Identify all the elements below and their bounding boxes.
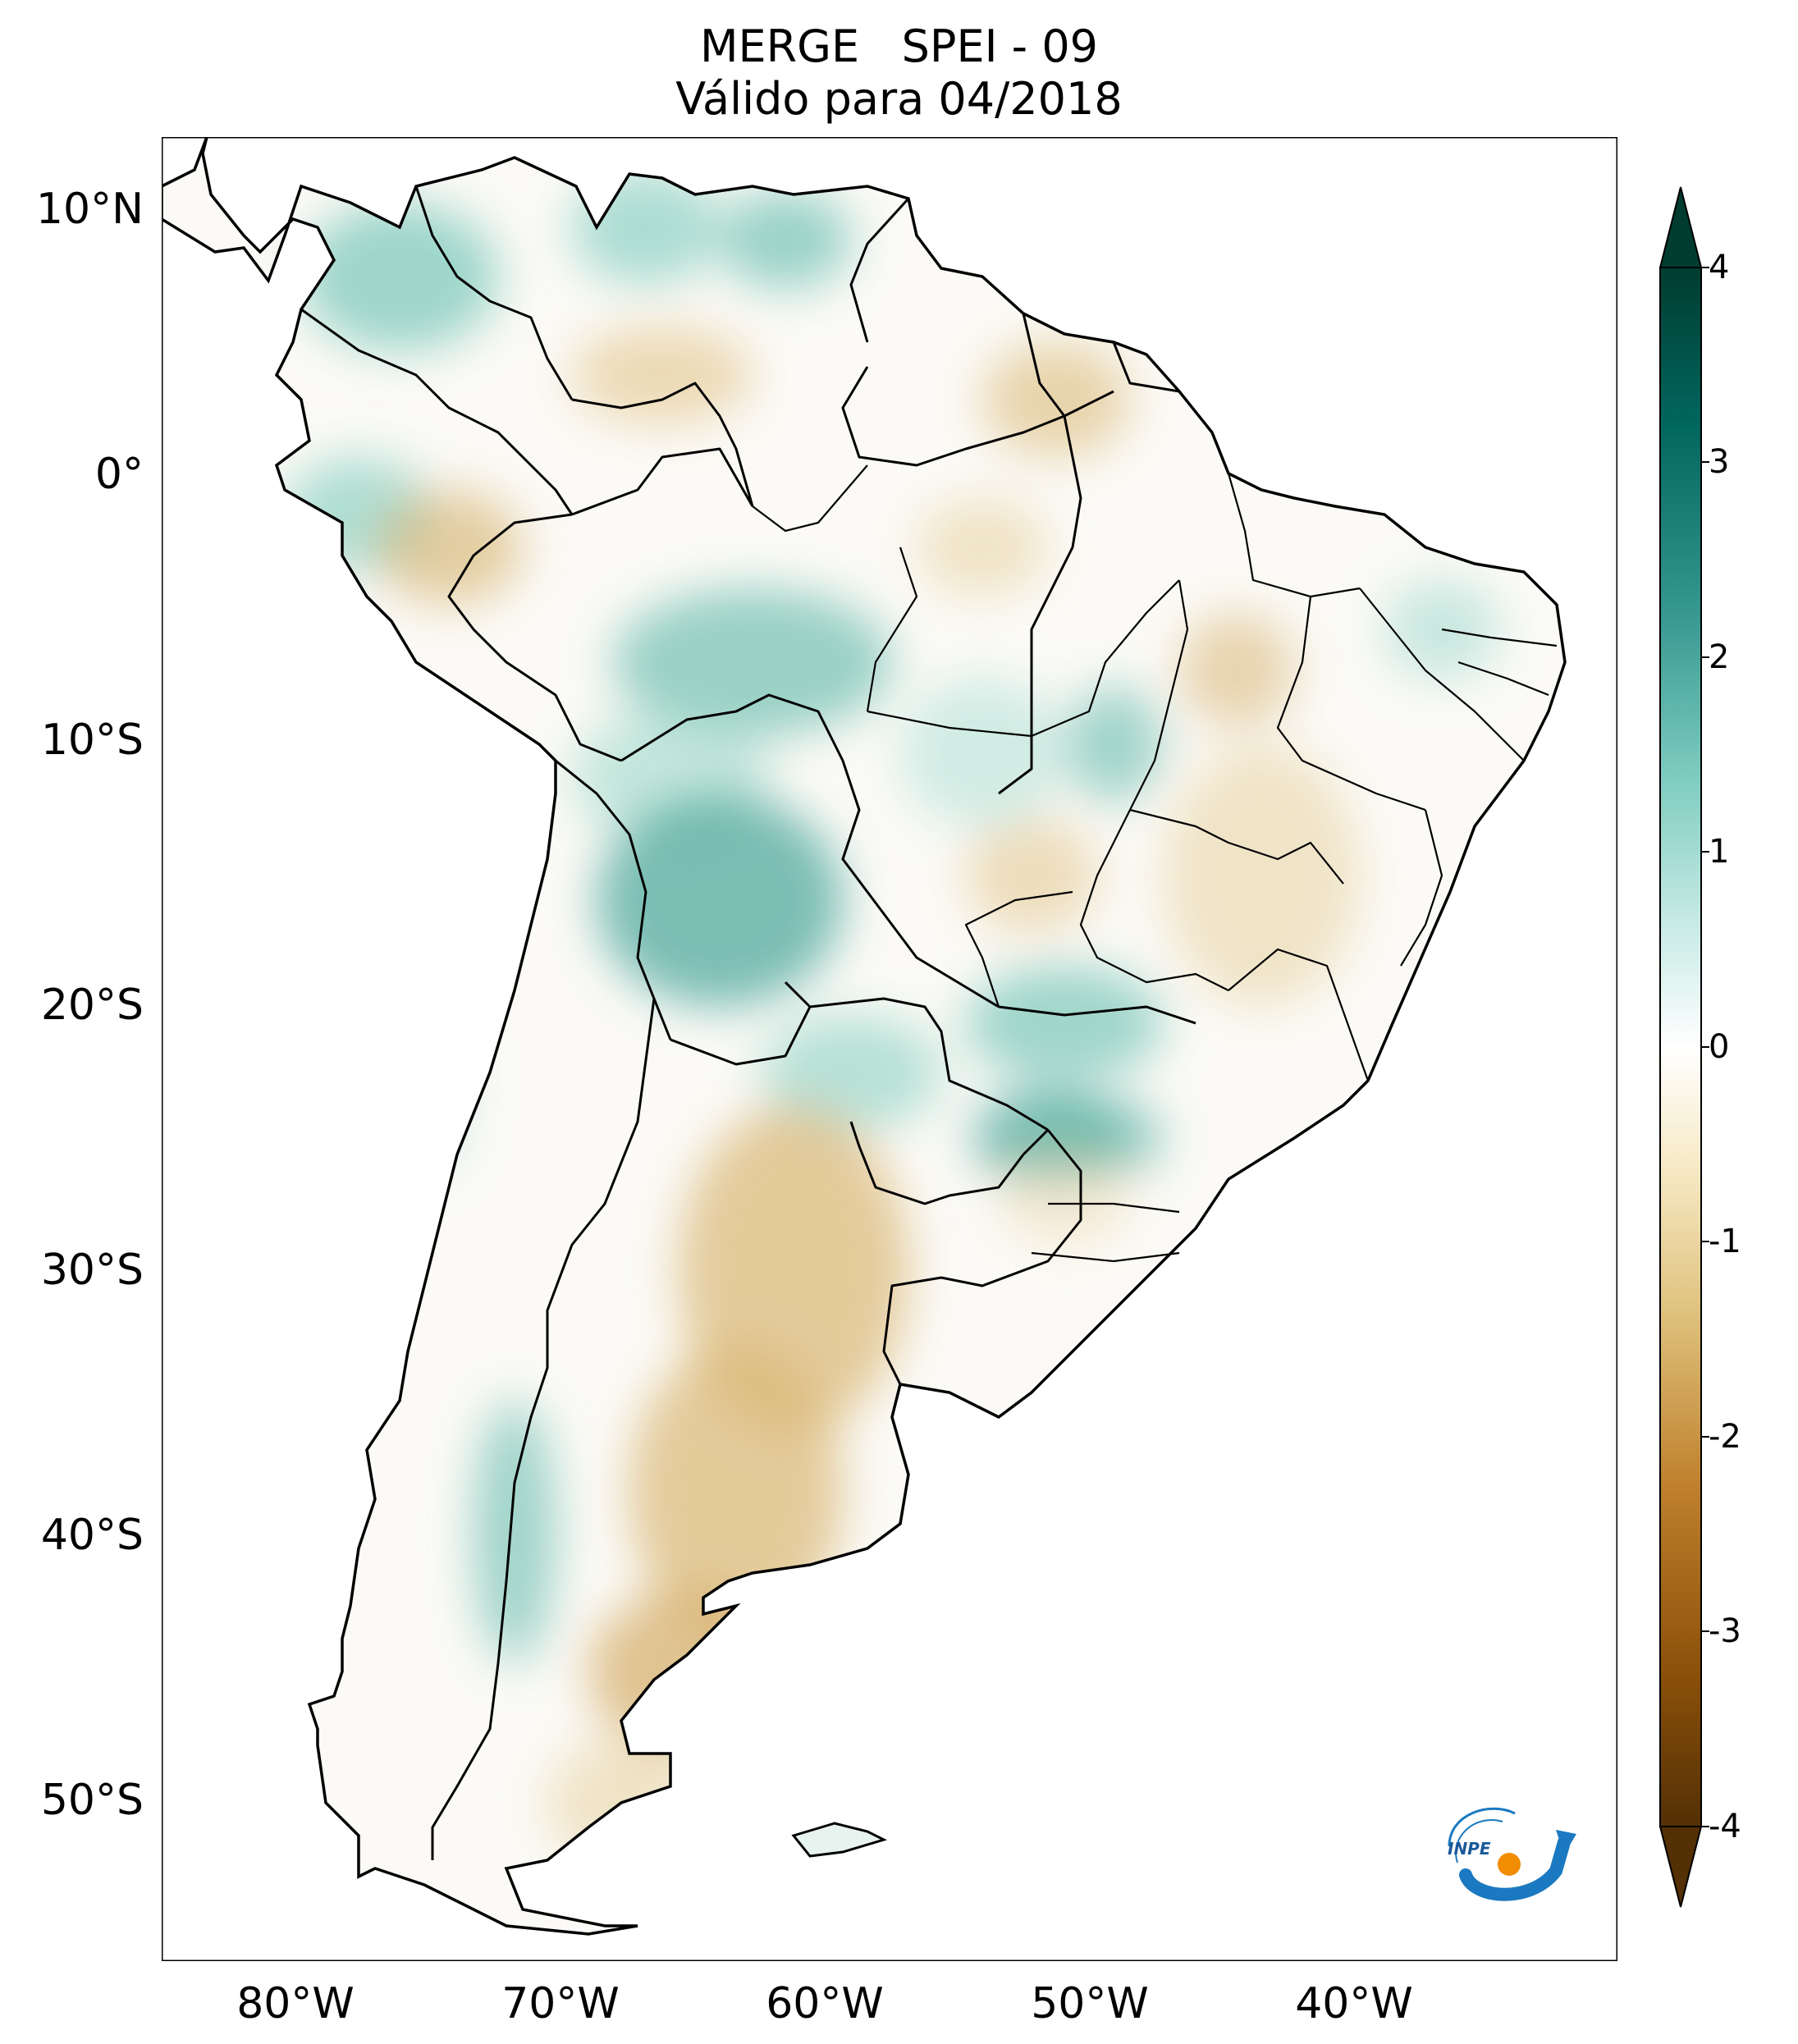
country-borders: [300, 185, 1196, 1860]
colorbar-label-neg3: -3: [1709, 1612, 1741, 1650]
colorbar-min-arrow: [1658, 1826, 1703, 1908]
lon-label-40w: 40°W: [1295, 1979, 1413, 2028]
lat-label-10s: 10°S: [40, 716, 144, 765]
colorbar-label-3: 3: [1709, 443, 1730, 481]
lon-label-70w: 70°W: [501, 1979, 620, 2028]
lon-label-80w: 80°W: [236, 1979, 355, 2028]
colorbar-ticks: [1701, 267, 1709, 1827]
colorbar-label-neg2: -2: [1709, 1418, 1741, 1456]
colorbar-gradient: [1659, 267, 1702, 1827]
colorbar-label-0: 0: [1709, 1028, 1730, 1066]
lat-label-10n: 10°N: [35, 185, 144, 234]
map-title: MERGE SPEI - 09: [699, 21, 1099, 72]
colorbar: [1658, 186, 1709, 1908]
inpe-logo: INPE: [1448, 1807, 1576, 1901]
lat-label-50s: 50°S: [40, 1776, 144, 1825]
falkland-islands: [791, 1822, 888, 1858]
lat-label-30s: 30°S: [40, 1246, 144, 1295]
lon-label-50w: 50°W: [1031, 1979, 1149, 2028]
map-subtitle: Válido para 04/2018: [675, 73, 1123, 125]
colorbar-label-2: 2: [1709, 638, 1730, 676]
map-area: [162, 137, 1617, 1961]
lat-label-20s: 20°S: [40, 981, 144, 1030]
colorbar-label-neg1: -1: [1709, 1223, 1741, 1260]
colorbar-label-neg4: -4: [1709, 1808, 1741, 1845]
state-borders: [752, 464, 1558, 1263]
colorbar-label-4: 4: [1709, 249, 1730, 286]
colorbar-label-1: 1: [1709, 833, 1730, 871]
lat-label-40s: 40°S: [40, 1511, 144, 1560]
inpe-logo-text: INPE: [1448, 1839, 1491, 1859]
colorbar-max-arrow: [1658, 186, 1703, 268]
lat-label-0: 0°: [94, 450, 144, 499]
lon-label-60w: 60°W: [766, 1979, 884, 2028]
